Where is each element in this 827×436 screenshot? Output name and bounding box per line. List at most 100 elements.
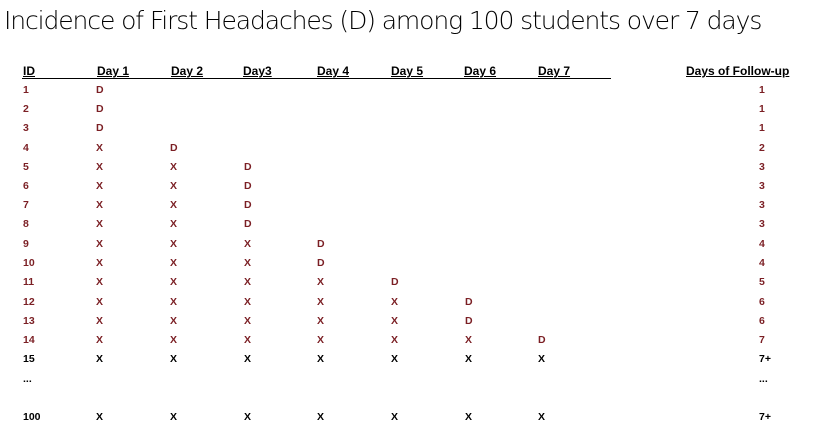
cell-day-2: X [170, 276, 178, 288]
cell-day-1: X [96, 257, 104, 269]
cell-day-4: X [317, 411, 325, 423]
cell-day-7: X [538, 411, 546, 423]
cell-day-1: D [96, 103, 104, 115]
cell-day-1: X [96, 238, 104, 250]
row-followup: 5 [759, 276, 765, 288]
row-id: ... [23, 373, 32, 385]
row-id: 3 [23, 122, 29, 134]
row-followup: 6 [759, 315, 765, 327]
header-day-3: Day3 [243, 64, 272, 78]
cell-day-3: X [244, 315, 252, 327]
row-followup: 3 [759, 218, 765, 230]
row-id: 8 [23, 218, 29, 230]
cell-day-1: X [96, 411, 104, 423]
cell-day-2: D [170, 142, 178, 154]
cell-day-2: X [170, 180, 178, 192]
cell-day-1: X [96, 353, 104, 365]
row-followup: 7+ [759, 353, 771, 365]
cell-day-3: X [244, 353, 252, 365]
row-id: 11 [23, 276, 35, 288]
header-day-2: Day 2 [171, 64, 204, 78]
cell-day-6: X [465, 334, 473, 346]
cell-day-3: X [244, 276, 252, 288]
row-id: 12 [23, 296, 35, 308]
cell-day-5: X [391, 353, 399, 365]
cell-day-2: X [170, 161, 178, 173]
row-id: 13 [23, 315, 35, 327]
cell-day-6: X [465, 353, 473, 365]
row-followup: 7+ [759, 411, 771, 423]
row-followup: 4 [759, 238, 765, 250]
cell-day-3: X [244, 296, 252, 308]
cell-day-1: X [96, 315, 104, 327]
row-followup: 4 [759, 257, 765, 269]
row-followup: 3 [759, 180, 765, 192]
cell-day-4: D [317, 257, 325, 269]
row-id: 7 [23, 199, 29, 211]
cell-day-2: X [170, 238, 178, 250]
cell-day-6: X [465, 411, 473, 423]
row-followup: 1 [759, 103, 765, 115]
row-followup: 7 [759, 334, 765, 346]
row-id: 4 [23, 142, 29, 154]
cell-day-1: X [96, 161, 104, 173]
cell-day-5: D [391, 276, 399, 288]
header-day-5: Day 5 [391, 64, 424, 78]
cell-day-2: X [170, 296, 178, 308]
cell-day-4: X [317, 315, 325, 327]
row-followup: 3 [759, 161, 765, 173]
row-followup: 6 [759, 296, 765, 308]
row-followup: 2 [759, 142, 765, 154]
cell-day-1: X [96, 334, 104, 346]
cell-day-1: D [96, 84, 104, 96]
cell-day-1: D [96, 122, 104, 134]
row-id: 100 [23, 411, 41, 423]
row-id: 2 [23, 103, 29, 115]
cell-day-3: D [244, 161, 252, 173]
cell-day-3: D [244, 199, 252, 211]
cell-day-2: X [170, 199, 178, 211]
page-title: Incidence of First Headaches (D) among 1… [4, 6, 762, 35]
header-day-4: Day 4 [317, 64, 350, 78]
row-followup: 1 [759, 84, 765, 96]
row-followup: 3 [759, 199, 765, 211]
cell-day-5: X [391, 296, 399, 308]
cell-day-1: X [96, 276, 104, 288]
cell-day-1: X [96, 180, 104, 192]
cell-day-3: X [244, 238, 252, 250]
row-id: 6 [23, 180, 29, 192]
cell-day-1: X [96, 142, 104, 154]
cell-day-2: X [170, 315, 178, 327]
header-rule [22, 78, 611, 79]
cell-day-5: X [391, 334, 399, 346]
cell-day-4: X [317, 296, 325, 308]
header-day-6: Day 6 [464, 64, 497, 78]
row-followup: 1 [759, 122, 765, 134]
cell-day-2: X [170, 334, 178, 346]
cell-day-1: X [96, 218, 104, 230]
cell-day-1: X [96, 296, 104, 308]
cell-day-3: D [244, 180, 252, 192]
row-id: 5 [23, 161, 29, 173]
cell-day-3: X [244, 334, 252, 346]
cell-day-2: X [170, 353, 178, 365]
cell-day-7: X [538, 353, 546, 365]
cell-day-2: X [170, 411, 178, 423]
cell-day-5: X [391, 411, 399, 423]
row-followup: ... [759, 373, 768, 385]
cell-day-6: D [465, 296, 473, 308]
row-id: 14 [23, 334, 35, 346]
row-id: 10 [23, 257, 35, 269]
header-id: ID [23, 64, 35, 78]
cell-day-2: X [170, 257, 178, 269]
row-id: 9 [23, 238, 29, 250]
cell-day-6: D [465, 315, 473, 327]
header-day-7: Day 7 [538, 64, 571, 78]
cell-day-3: X [244, 411, 252, 423]
cell-day-1: X [96, 199, 104, 211]
cell-day-4: X [317, 276, 325, 288]
header-day-1: Day 1 [97, 64, 130, 78]
cell-day-2: X [170, 218, 178, 230]
header-followup: Days of Follow-up [686, 64, 790, 78]
cell-day-4: D [317, 238, 325, 250]
